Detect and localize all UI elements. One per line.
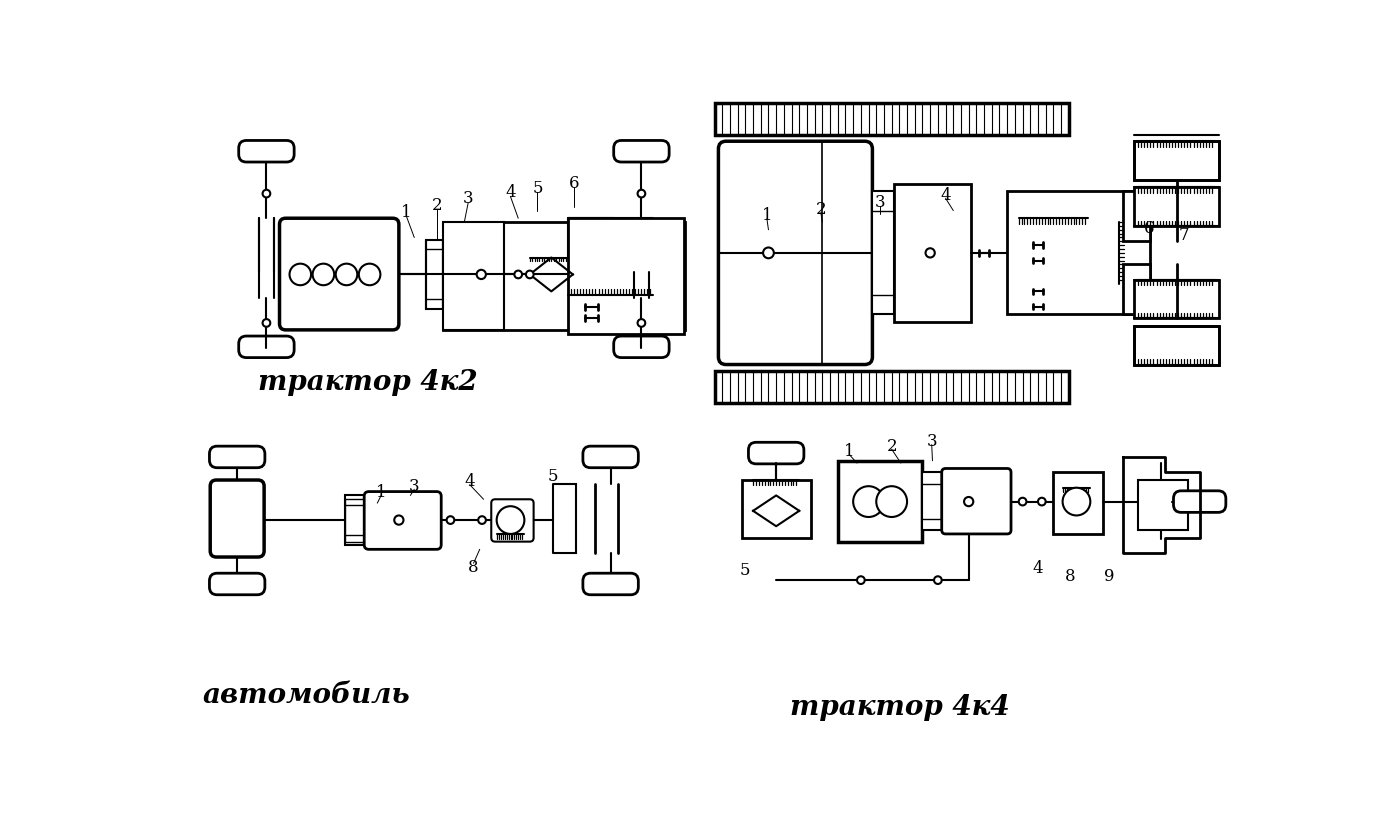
Text: 4: 4 (505, 185, 516, 201)
FancyBboxPatch shape (749, 442, 804, 464)
FancyBboxPatch shape (942, 469, 1011, 534)
Bar (443, 222, 686, 330)
Bar (1135, 326, 1219, 364)
Text: 2: 2 (887, 438, 896, 455)
FancyBboxPatch shape (209, 446, 264, 468)
Bar (425, 240, 443, 309)
Text: 5: 5 (739, 563, 750, 579)
Circle shape (1019, 498, 1026, 505)
Bar (715, 371, 1069, 403)
Bar (346, 495, 365, 545)
FancyBboxPatch shape (582, 446, 639, 468)
Text: 4: 4 (1033, 560, 1044, 577)
Circle shape (526, 270, 534, 279)
Circle shape (856, 576, 865, 584)
Bar (1135, 187, 1219, 226)
Text: 4: 4 (940, 186, 952, 204)
Text: трактор 4к4: трактор 4к4 (789, 694, 1009, 721)
Text: 6: 6 (569, 175, 580, 192)
Text: 1: 1 (844, 443, 855, 460)
Circle shape (763, 247, 774, 258)
Bar (894, 184, 971, 322)
Text: 3: 3 (927, 433, 936, 450)
Text: 2: 2 (432, 197, 442, 213)
Circle shape (446, 516, 454, 524)
Bar (1007, 191, 1150, 315)
Bar (837, 461, 923, 541)
Circle shape (497, 506, 525, 534)
Circle shape (638, 190, 646, 198)
Text: 8: 8 (1064, 568, 1075, 585)
Bar (1135, 280, 1219, 318)
Text: 3: 3 (874, 194, 885, 211)
Text: 3: 3 (463, 190, 474, 208)
Circle shape (263, 190, 270, 198)
FancyBboxPatch shape (211, 480, 264, 557)
Circle shape (964, 497, 974, 506)
Circle shape (478, 516, 486, 524)
Text: 1: 1 (401, 204, 412, 222)
Text: 1: 1 (761, 208, 772, 224)
Bar (346, 499, 365, 541)
FancyBboxPatch shape (582, 574, 639, 595)
FancyBboxPatch shape (614, 140, 669, 162)
Text: 4: 4 (464, 473, 475, 490)
Circle shape (638, 319, 646, 327)
Circle shape (394, 516, 403, 525)
Text: 3: 3 (409, 478, 420, 494)
Text: 1: 1 (376, 484, 387, 501)
FancyBboxPatch shape (614, 336, 669, 358)
Text: трактор 4к2: трактор 4к2 (259, 369, 478, 396)
Circle shape (359, 264, 380, 285)
Text: 5: 5 (533, 180, 543, 197)
Text: 8: 8 (468, 559, 479, 575)
Text: 2: 2 (815, 201, 826, 218)
FancyBboxPatch shape (238, 140, 295, 162)
Bar (923, 472, 942, 530)
Circle shape (934, 576, 942, 584)
Text: 5: 5 (548, 468, 558, 485)
FancyBboxPatch shape (280, 218, 399, 330)
Circle shape (336, 264, 357, 285)
Text: 6: 6 (1144, 220, 1155, 236)
Text: автомобиль: автомобиль (202, 682, 410, 709)
Bar (1053, 472, 1103, 534)
Circle shape (854, 486, 884, 517)
Text: 9: 9 (1103, 568, 1114, 585)
FancyBboxPatch shape (492, 499, 534, 541)
Circle shape (876, 486, 907, 517)
Circle shape (925, 248, 935, 258)
Circle shape (1063, 488, 1091, 516)
Bar (1122, 191, 1150, 241)
FancyBboxPatch shape (1173, 491, 1226, 513)
Circle shape (476, 269, 486, 279)
Circle shape (263, 319, 270, 327)
Bar (443, 222, 504, 330)
Circle shape (313, 264, 335, 285)
Circle shape (289, 264, 311, 285)
Bar (1137, 480, 1188, 530)
FancyBboxPatch shape (238, 336, 295, 358)
FancyBboxPatch shape (209, 574, 264, 595)
FancyBboxPatch shape (365, 492, 441, 550)
Bar (1122, 265, 1150, 315)
Bar (715, 103, 1069, 135)
Bar (569, 218, 684, 334)
Text: 7: 7 (1179, 227, 1190, 245)
Bar (742, 480, 811, 538)
Circle shape (1038, 498, 1045, 505)
Bar (873, 191, 894, 315)
FancyBboxPatch shape (719, 141, 873, 364)
Bar (1135, 141, 1219, 180)
Circle shape (515, 270, 522, 279)
